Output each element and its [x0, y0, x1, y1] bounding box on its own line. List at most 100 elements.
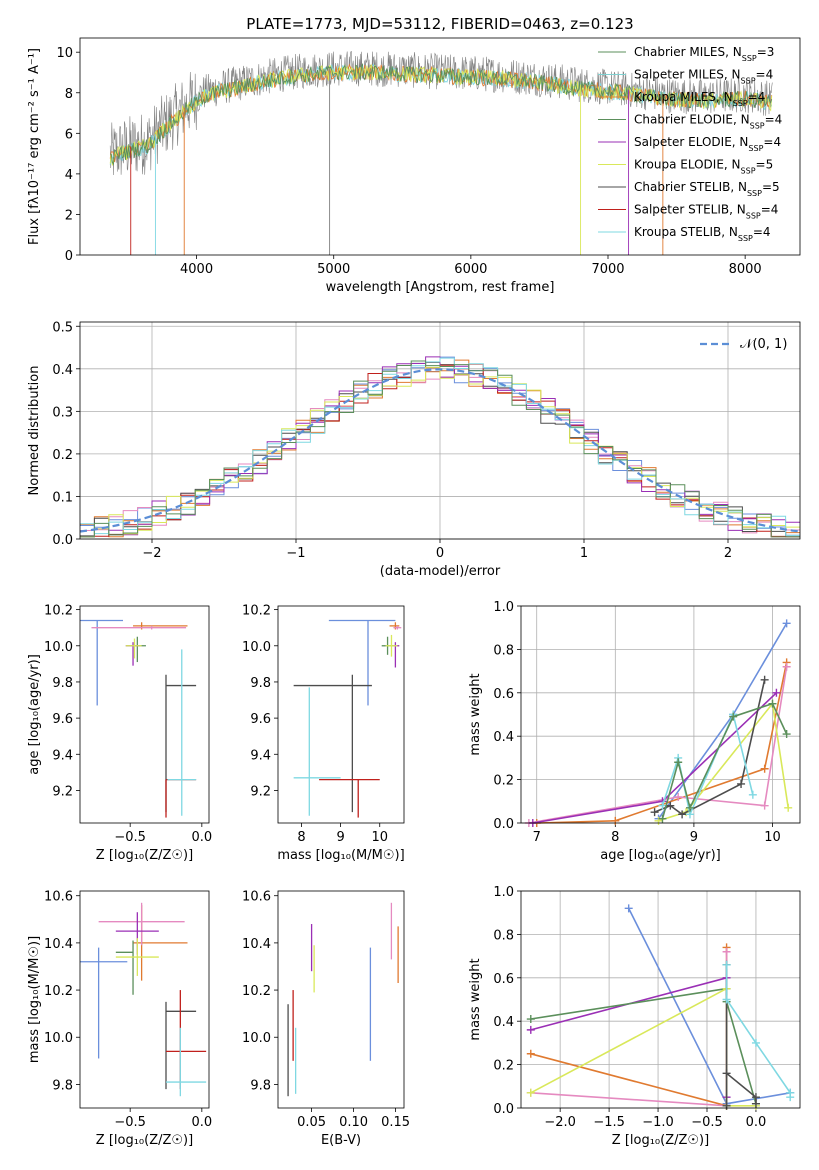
x-tick-label: −0.5 [114, 830, 146, 845]
plus-marker [674, 792, 683, 801]
x-tick-label: 10 [764, 830, 781, 845]
plus-marker [722, 960, 731, 969]
plus-marker [611, 816, 620, 825]
series-line [725, 964, 791, 1098]
y-tick-label: 10.4 [242, 937, 271, 952]
plus-marker [674, 758, 683, 767]
x-axis-label: E(B-V) [321, 1133, 361, 1148]
panel-residual-histogram: −2 −1 0 1 2 0.0 0.1 0.2 0.3 0.4 0.5 (data-model)/er… [27, 320, 801, 579]
series-line [528, 666, 788, 824]
y-tick-label: 10.0 [242, 640, 271, 655]
legend-label: Kroupa STELIB, NSSP=4 [634, 225, 771, 243]
plus-marker [526, 1015, 535, 1024]
y-axis-label: mass weight [468, 673, 483, 755]
x-tick-label: 8 [297, 830, 305, 845]
panel-mass-vs-ebv: 0.05 0.10 0.15 9.8 10.0 10.2 10.4 10.6 E(B-V) [242, 890, 410, 1148]
y-tick-label: 0.8 [493, 928, 514, 943]
y-tick-label: 4 [65, 168, 73, 183]
histogram-step [80, 357, 800, 536]
axes-frame [520, 605, 801, 824]
y-tick-label: 1.0 [493, 885, 514, 900]
axes-frame [79, 890, 210, 1109]
y-tick-label: 10.0 [44, 1031, 73, 1046]
y-tick-label: 0.0 [52, 533, 73, 548]
x-tick-label: 0.05 [297, 1115, 326, 1130]
x-axis-label: (data-model)/error [380, 564, 501, 579]
y-tick-label: 9.2 [52, 784, 73, 799]
y-tick-label: 0.2 [52, 448, 73, 463]
x-axis-label: age [log₁₀(age/yr)] [600, 848, 721, 863]
y-tick-label: 2 [65, 208, 73, 223]
plus-marker [729, 712, 738, 721]
y-tick-label: 0.4 [493, 1015, 514, 1030]
legend-label: Kroupa ELODIE, NSSP=5 [634, 158, 773, 176]
plus-marker [722, 1069, 731, 1078]
y-tick-label: 0.8 [493, 643, 514, 658]
x-tick-label: 7 [533, 830, 541, 845]
y-tick-label: 9.4 [52, 748, 73, 763]
plus-marker [784, 803, 793, 812]
y-tick-label: 10.6 [44, 890, 73, 905]
plus-marker [658, 801, 667, 810]
plus-marker [737, 779, 746, 788]
x-tick-label: 1 [580, 546, 588, 561]
legend-label: Kroupa MILES, NSSP=4 [634, 90, 765, 108]
plus-marker [768, 699, 777, 708]
x-axis-label: Z [log₁₀(Z/Z☉)] [96, 848, 193, 863]
x-tick-label: 6000 [454, 262, 487, 277]
plus-marker [722, 995, 731, 1004]
x-tick-label: −1.5 [593, 1115, 625, 1130]
legend-label: Chabrier ELODIE, NSSP=4 [634, 113, 782, 131]
plus-marker [526, 1049, 535, 1058]
histogram-step [80, 366, 800, 538]
y-tick-label: 0.6 [493, 972, 514, 987]
panel-age-vs-Z: −0.5 0.0 9.2 9.4 9.6 9.8 10.0 10.2 Z [log₁₀(Z/Z☉… [27, 604, 212, 863]
panel-age-vs-mass: 8 9 10 9.2 9.4 9.6 9.8 10.0 10.2 mass [log₁₀(M/M☉… [242, 604, 405, 863]
y-tick-label: 9.4 [250, 748, 271, 763]
plus-marker [748, 790, 757, 799]
axes-frame [277, 890, 405, 1109]
series-line [530, 987, 756, 1107]
x-tick-label: 8000 [729, 262, 762, 277]
x-tick-label: −1.0 [642, 1115, 674, 1130]
legend-label: Salpeter MILES, NSSP=4 [634, 68, 773, 86]
axes-frame [277, 605, 405, 824]
series-line [530, 987, 757, 1104]
panel-weight-vs-age: 7 8 9 10 0.0 0.2 0.4 0.6 0.8 1.0 age [log₁₀(age/yr… [468, 600, 801, 863]
x-tick-label: −0.5 [114, 1115, 146, 1130]
y-tick-label: 6 [65, 127, 73, 142]
y-axis-label: mass [log₁₀(M/M☉)] [27, 936, 42, 1063]
axes-frame [79, 605, 210, 824]
y-tick-label: 10.0 [242, 1031, 271, 1046]
plus-marker [526, 1088, 535, 1097]
y-tick-label: 10.4 [44, 937, 73, 952]
series-line [536, 662, 788, 824]
plus-marker [782, 619, 791, 628]
x-tick-label: −2 [142, 546, 161, 561]
x-tick-label: 0.10 [339, 1115, 368, 1130]
y-tick-label: 10.2 [242, 604, 271, 619]
x-tick-label: −2.0 [544, 1115, 576, 1130]
x-axis-label: Z [log₁₀(Z/Z☉)] [612, 1133, 709, 1148]
histogram-step [80, 360, 800, 538]
y-tick-label: 9.6 [250, 712, 271, 727]
y-tick-label: 10.0 [44, 640, 73, 655]
axes-frame [520, 890, 801, 1109]
y-tick-label: 0.0 [493, 1102, 514, 1117]
x-tick-label: 9 [690, 830, 698, 845]
x-axis-label: Z [log₁₀(Z/Z☉)] [96, 1133, 193, 1148]
y-tick-label: 0 [65, 249, 73, 264]
x-tick-label: 0.0 [191, 830, 212, 845]
y-tick-label: 0.4 [493, 730, 514, 745]
plus-marker [760, 675, 769, 684]
plus-marker [526, 1025, 535, 1034]
chart-title: PLATE=1773, MJD=53112, FIBERID=0463, z=0… [246, 15, 633, 33]
series-line [661, 702, 788, 819]
y-tick-label: 9.6 [52, 712, 73, 727]
legend-label: 𝒩(0, 1) [740, 337, 787, 352]
plus-marker [666, 801, 675, 810]
y-tick-label: 9.8 [52, 1078, 73, 1093]
y-tick-label: 0.6 [493, 687, 514, 702]
panel-weight-vs-Z: −2.0 −1.5 −1.0 −0.5 0.0 0.0 0.2 0.4 0.6 0.8 1.0 Z [… [468, 885, 801, 1148]
x-tick-label: 8 [611, 830, 619, 845]
